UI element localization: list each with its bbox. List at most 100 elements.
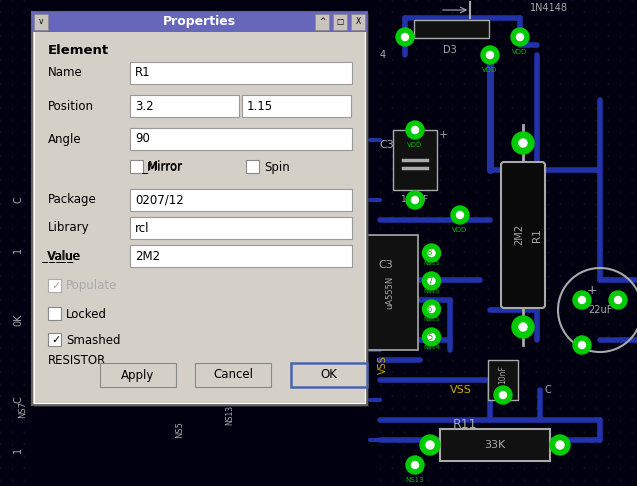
- Text: N$14: N$14: [423, 345, 440, 349]
- Text: VSS: VSS: [378, 356, 388, 374]
- Text: Cancel: Cancel: [213, 368, 253, 382]
- Text: 10nF: 10nF: [499, 365, 508, 384]
- Text: 5: 5: [427, 332, 432, 342]
- Circle shape: [494, 386, 512, 404]
- Text: 0207/12: 0207/12: [135, 193, 183, 207]
- Bar: [414, 20, 489, 38]
- Text: RESISTOR: RESISTOR: [48, 354, 106, 367]
- Bar: [246, 160, 259, 173]
- Bar: [32, 12, 367, 32]
- Text: Name: Name: [48, 67, 83, 80]
- Circle shape: [512, 132, 534, 154]
- Text: VDD: VDD: [408, 142, 422, 148]
- Circle shape: [499, 392, 506, 399]
- Bar: [34, 14, 369, 407]
- Bar: [130, 245, 352, 267]
- Circle shape: [550, 435, 570, 455]
- Circle shape: [422, 328, 441, 346]
- Bar: [48, 333, 61, 346]
- Circle shape: [556, 441, 564, 449]
- Text: +: +: [438, 130, 448, 140]
- Text: NS5: NS5: [176, 421, 185, 438]
- Text: 33K: 33K: [484, 440, 506, 450]
- Bar: [100, 363, 176, 387]
- Text: rcl: rcl: [135, 222, 150, 235]
- Bar: [130, 217, 352, 239]
- Text: NS13: NS13: [406, 477, 424, 483]
- Text: 2M2: 2M2: [514, 225, 524, 245]
- Text: 4: 4: [380, 50, 386, 60]
- Circle shape: [422, 272, 441, 290]
- Text: VSS: VSS: [450, 385, 472, 395]
- Text: N$15: N$15: [423, 289, 440, 294]
- Circle shape: [426, 441, 434, 449]
- Circle shape: [428, 249, 435, 257]
- Text: 8: 8: [427, 248, 432, 258]
- Text: 6: 6: [427, 305, 432, 313]
- Circle shape: [412, 196, 419, 204]
- Circle shape: [451, 206, 469, 224]
- Text: ̲Mirror: ̲Mirror: [148, 160, 183, 174]
- Text: C: C: [13, 397, 23, 403]
- Text: 0K: 0K: [13, 314, 23, 326]
- Text: Package: Package: [48, 193, 97, 207]
- Text: R11: R11: [453, 418, 477, 432]
- Bar: [195, 363, 271, 387]
- Text: N$15: N$15: [423, 260, 440, 265]
- Circle shape: [578, 296, 585, 303]
- Circle shape: [519, 139, 527, 147]
- Circle shape: [412, 462, 419, 469]
- Bar: [48, 279, 61, 292]
- Text: Spin: Spin: [264, 160, 290, 174]
- Bar: [315, 14, 329, 30]
- Circle shape: [487, 52, 494, 58]
- Text: uA555N: uA555N: [385, 276, 394, 309]
- Text: C3: C3: [378, 260, 394, 270]
- Circle shape: [428, 306, 435, 312]
- Bar: [440, 429, 550, 461]
- Text: 1: 1: [13, 247, 23, 253]
- Text: N$15: N$15: [423, 316, 440, 322]
- Bar: [333, 14, 347, 30]
- Circle shape: [517, 34, 524, 40]
- Bar: [393, 130, 437, 190]
- Circle shape: [511, 28, 529, 46]
- Circle shape: [573, 291, 591, 309]
- Text: Value: Value: [48, 249, 80, 262]
- Bar: [34, 14, 365, 403]
- Circle shape: [481, 46, 499, 64]
- Bar: [32, 12, 367, 405]
- Circle shape: [406, 191, 424, 209]
- Bar: [130, 62, 352, 84]
- Text: □: □: [336, 17, 343, 27]
- Text: R1: R1: [135, 67, 150, 80]
- Circle shape: [573, 336, 591, 354]
- Text: Library: Library: [48, 222, 90, 235]
- Text: Apply: Apply: [121, 368, 155, 382]
- Text: Position: Position: [48, 100, 94, 112]
- Circle shape: [422, 300, 441, 318]
- Bar: [130, 95, 239, 117]
- Bar: [130, 128, 352, 150]
- Text: ✓: ✓: [51, 281, 61, 291]
- Circle shape: [406, 456, 424, 474]
- Text: 90: 90: [135, 133, 150, 145]
- FancyBboxPatch shape: [501, 162, 545, 308]
- Text: v: v: [39, 17, 43, 27]
- Text: 22uF: 22uF: [588, 305, 612, 315]
- Text: 1N4148: 1N4148: [530, 3, 568, 13]
- Text: OK: OK: [320, 368, 338, 382]
- Text: ✓: ✓: [51, 335, 61, 345]
- Text: D3: D3: [443, 45, 457, 55]
- Text: X: X: [355, 17, 361, 27]
- Text: NS7: NS7: [18, 401, 27, 418]
- Text: R1: R1: [532, 228, 542, 242]
- Circle shape: [457, 211, 464, 219]
- Circle shape: [609, 291, 627, 309]
- Text: ̲V̲a̲l̲u̲e: ̲V̲a̲l̲u̲e: [48, 249, 82, 262]
- Text: VDD: VDD: [452, 227, 468, 233]
- Text: Populate: Populate: [66, 279, 117, 293]
- Text: C: C: [13, 197, 23, 203]
- Text: 3.2: 3.2: [135, 100, 154, 112]
- Text: C3: C3: [380, 140, 394, 150]
